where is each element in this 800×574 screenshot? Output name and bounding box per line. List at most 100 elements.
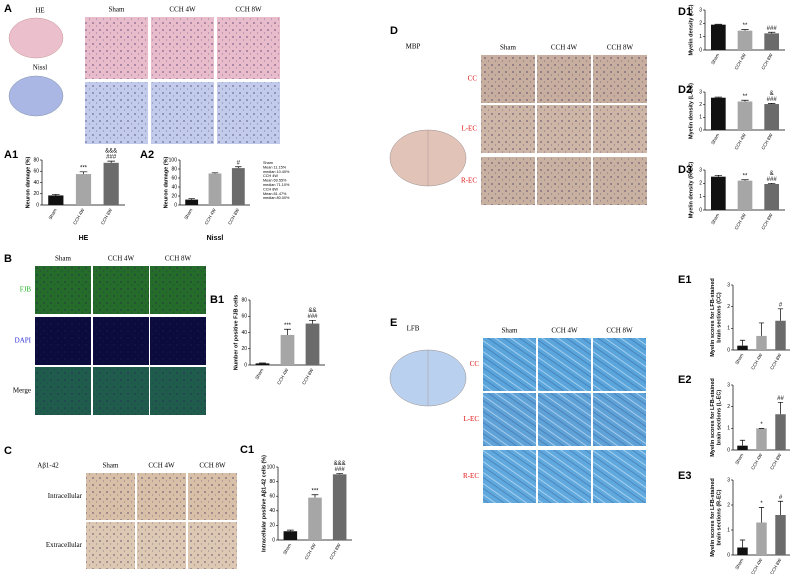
micrograph-texture xyxy=(151,17,214,79)
y-tick-label: 3 xyxy=(727,477,730,483)
bar xyxy=(711,97,726,130)
micrograph-texture xyxy=(137,473,186,520)
micrograph-texture xyxy=(150,266,206,314)
significance-mark: ### xyxy=(106,155,117,161)
y-tick-label: 2 xyxy=(699,102,702,108)
y-tick-label: 1 xyxy=(699,115,702,121)
x-tick-label: CCH 8W xyxy=(769,352,783,371)
error-bar xyxy=(741,99,749,102)
row-label: HE xyxy=(35,7,44,15)
micrograph-texture xyxy=(86,522,135,569)
x-tick-label: CCH 8W xyxy=(760,212,774,231)
micrograph-texture xyxy=(593,105,647,153)
chart-panel-label: D2 xyxy=(678,84,692,96)
error-bar xyxy=(739,439,746,446)
x-tick-label: CCH 8W xyxy=(100,207,114,226)
x-tick-label: Sham xyxy=(282,542,292,555)
y-tick-label: 2 xyxy=(699,181,702,187)
legend-text: Sham xyxy=(263,161,273,165)
significance-mark: * xyxy=(760,501,763,507)
row-label: Nissl xyxy=(33,64,47,72)
significance-mark: ### xyxy=(335,467,346,473)
micrograph-texture xyxy=(150,367,206,415)
micrograph-texture xyxy=(481,55,535,103)
micrograph-texture xyxy=(217,17,280,79)
significance-mark: ### xyxy=(767,26,778,32)
y-tick-label: 80 xyxy=(241,297,247,303)
x-tick-label: CCH 8W xyxy=(760,132,774,151)
micrograph-texture xyxy=(537,157,591,205)
error-bar xyxy=(52,193,60,196)
error-bar xyxy=(777,308,784,321)
error-bar xyxy=(211,172,219,174)
column-header: CCH 8W xyxy=(606,327,633,335)
y-tick-label: 60 xyxy=(33,169,39,175)
y-tick-label: 2 xyxy=(727,404,730,410)
y-tick-label: 60 xyxy=(269,494,275,500)
micrograph-texture xyxy=(35,367,91,415)
y-tick-label: 2 xyxy=(727,304,730,310)
y-axis-label: brain sections (R-EC) xyxy=(716,489,722,545)
chart-panel-label: C1 xyxy=(240,444,254,456)
bar xyxy=(280,334,295,365)
x-tick-label: Sham xyxy=(734,557,744,570)
legend-text: median 80.00% xyxy=(263,196,290,200)
y-tick-label: 1 xyxy=(727,326,730,332)
x-tick-label: CCH 4W xyxy=(72,207,86,226)
micrograph-texture xyxy=(538,338,591,391)
x-tick-label: CCH 4W xyxy=(734,52,748,71)
y-tick-label: 0 xyxy=(699,47,702,53)
micrograph-texture xyxy=(188,522,237,569)
x-tick-label: Sham xyxy=(710,132,720,145)
error-bar xyxy=(286,529,294,532)
legend-text: Mean 69.55% xyxy=(263,179,287,183)
y-tick-label: 40 xyxy=(33,180,39,186)
legend-text: median 71.10% xyxy=(263,183,290,187)
y-tick-label: 0 xyxy=(699,127,702,133)
bar xyxy=(255,363,270,365)
y-tick-label: 3 xyxy=(727,382,730,388)
y-axis-label: Myelin scores for LFB-stained xyxy=(710,278,716,357)
x-tick-label: CCH 4W xyxy=(750,352,764,371)
bar xyxy=(208,173,222,205)
column-header: CCH 4W xyxy=(551,327,578,335)
error-bar xyxy=(741,29,749,31)
significance-mark: ### xyxy=(767,97,778,103)
x-tick-label: Sham xyxy=(710,212,720,225)
y-tick-label: 100 xyxy=(267,464,276,470)
error-bar xyxy=(107,160,115,163)
bar xyxy=(737,101,753,130)
error-bar xyxy=(777,401,784,415)
bar xyxy=(231,168,245,205)
error-bar xyxy=(714,96,722,98)
error-bar xyxy=(714,174,722,177)
y-tick-label: 3 xyxy=(727,282,730,288)
y-axis-label: Myelin density (L-EC) xyxy=(688,83,694,139)
chart-panel-label: E3 xyxy=(678,470,691,482)
micrograph-texture xyxy=(85,82,148,144)
column-header: CCH 4W xyxy=(169,6,196,14)
y-tick-label: 1 xyxy=(699,194,702,200)
column-header: CCH 8W xyxy=(199,462,226,470)
y-tick-label: 40 xyxy=(269,508,275,514)
chart-panel-label: D1 xyxy=(678,6,692,18)
error-bar xyxy=(284,328,291,335)
error-bar xyxy=(758,507,765,523)
x-tick-label: Sham xyxy=(48,207,58,220)
x-tick-label: CCH 8W xyxy=(301,367,315,386)
y-tick-label: 0 xyxy=(244,362,247,368)
y-axis-label: brain sections (CC) xyxy=(716,292,722,343)
row-label: L-EC xyxy=(461,125,477,133)
micrograph-texture xyxy=(537,105,591,153)
bar xyxy=(711,24,726,50)
micrograph-texture xyxy=(35,266,91,314)
y-axis-label: Neuron damage (%) xyxy=(25,157,31,209)
brain-section xyxy=(8,17,64,59)
y-tick-label: 0 xyxy=(727,347,730,353)
y-tick-label: 1 xyxy=(727,527,730,533)
panel-label: D xyxy=(390,25,398,37)
micrograph-texture xyxy=(151,82,214,144)
x-tick-label: CCH 4W xyxy=(276,367,290,386)
micrograph-texture xyxy=(188,473,237,520)
x-tick-label: Sham xyxy=(254,367,264,380)
